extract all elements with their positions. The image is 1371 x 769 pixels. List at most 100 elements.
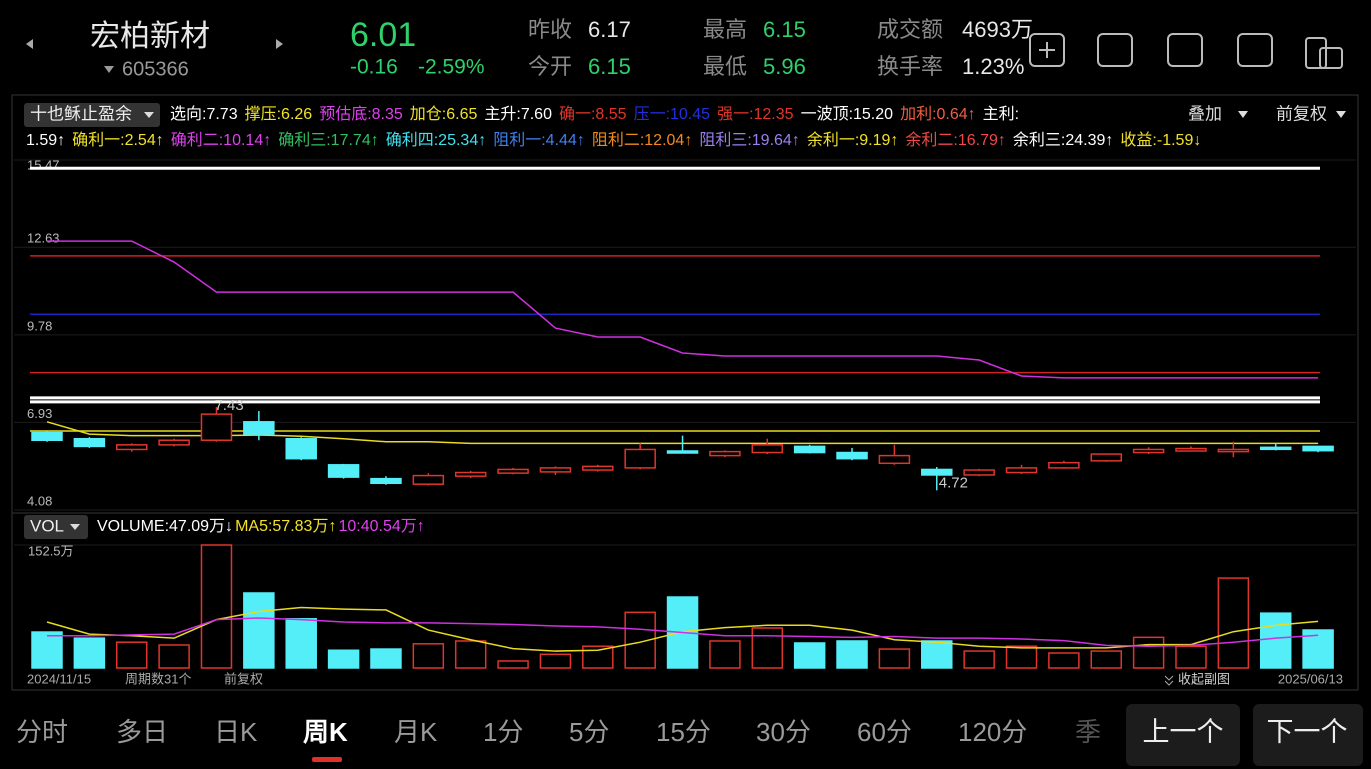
add-icon[interactable] xyxy=(1029,33,1065,67)
region-icon[interactable] xyxy=(1167,33,1203,67)
price: 6.01 xyxy=(350,16,416,54)
volume-bar xyxy=(115,641,148,669)
overlay-option: 叠加 xyxy=(1188,104,1222,123)
draw-icon[interactable] xyxy=(1097,33,1133,67)
collapse-subchart[interactable]: 收起副图 xyxy=(1178,671,1230,686)
candle-body xyxy=(836,451,868,460)
volume-bar xyxy=(836,640,868,669)
candle-body xyxy=(1005,467,1038,474)
stat-value: 1.23% xyxy=(962,54,1024,79)
volume-bar xyxy=(963,650,995,669)
y-tick-label: 9.78 xyxy=(27,318,52,333)
stat-label: 最高 xyxy=(703,17,747,42)
indicator-value: 撑压:6.26 xyxy=(245,105,313,123)
switch-icon[interactable] xyxy=(1305,37,1327,69)
candle-body xyxy=(1217,448,1250,453)
stock-name: 宏柏新材 xyxy=(90,20,210,53)
vol-caret xyxy=(70,524,80,530)
volume-bar xyxy=(497,660,529,669)
volume-bar xyxy=(878,648,911,669)
indicator-value: 余利一:9.19↑ xyxy=(807,130,899,149)
switch-icon-b xyxy=(1319,47,1343,69)
period-count: 周期数31个 xyxy=(125,671,191,686)
period-tab[interactable]: 5分 xyxy=(569,717,609,747)
indicator-value: 强一:12.35 xyxy=(717,106,794,123)
indicator-value: 选向:7.73 xyxy=(170,105,238,123)
collapse-icon xyxy=(1164,675,1174,686)
price-annotation: 7.43 xyxy=(214,397,243,414)
candle-body xyxy=(1302,445,1334,452)
candle-body xyxy=(709,450,741,457)
period-tab[interactable]: 30分 xyxy=(756,717,811,747)
candle-body xyxy=(878,454,911,465)
volume-bar xyxy=(793,642,826,669)
prev-stock-arrow[interactable] xyxy=(26,39,33,49)
stat-value: 6.15 xyxy=(588,54,631,79)
candle-body xyxy=(793,445,826,454)
stat-label: 换手率 xyxy=(877,54,943,79)
period-tab[interactable]: 季 xyxy=(1075,717,1101,747)
period-tab[interactable]: 日K xyxy=(214,717,258,747)
volume-bar xyxy=(1048,652,1080,669)
candle-body xyxy=(412,474,445,485)
chart-panel xyxy=(11,94,1359,691)
indicator-line xyxy=(47,240,1319,379)
candle-body xyxy=(624,448,656,469)
indicator-value: 加利:0.64↑ xyxy=(900,105,976,123)
stat-value: 4693万 xyxy=(962,17,1033,42)
volume-bar xyxy=(1175,645,1207,669)
indicator-value: 余利三:24.39↑ xyxy=(1013,130,1114,149)
period-tab[interactable]: 120分 xyxy=(958,717,1027,747)
vol-label: 10:40.54万↑ xyxy=(338,518,424,535)
candle-body xyxy=(158,439,190,446)
indicator-value: 主升:7.60 xyxy=(484,105,552,123)
volume-ma-line xyxy=(46,606,1319,652)
prev-button[interactable] xyxy=(1126,704,1240,766)
candle-body xyxy=(243,421,275,435)
candle-body xyxy=(539,467,572,473)
vol-dropdown[interactable] xyxy=(24,515,88,539)
next-stock-arrow[interactable] xyxy=(276,39,283,49)
volume-bar xyxy=(1132,636,1165,669)
indicator-value: 确利四:25.34↑ xyxy=(386,131,487,149)
indicator-value: 确利二:10.14↑ xyxy=(171,131,272,149)
indicator-value: 阻利二:12.04↑ xyxy=(592,131,693,149)
period-tab[interactable]: 60分 xyxy=(857,717,912,747)
volume-bar xyxy=(285,618,317,669)
footer-adjust: 前复权 xyxy=(224,671,263,686)
stat-label: 成交额 xyxy=(877,17,943,42)
period-tab[interactable]: 分时 xyxy=(16,717,68,747)
indicator-value: 1.59↑ xyxy=(26,132,65,149)
volume-bar xyxy=(582,645,614,669)
stock-code: 605366 xyxy=(122,58,189,80)
period-tab[interactable]: 月K xyxy=(394,717,438,747)
indicator-dropdown[interactable] xyxy=(24,103,160,127)
period-tab[interactable]: 15分 xyxy=(656,717,711,747)
nav-button-label[interactable]: 下一个 xyxy=(1267,717,1348,747)
candle-body xyxy=(115,444,148,451)
indicator-value: 主利: xyxy=(983,105,1019,123)
volume-bar xyxy=(454,640,487,669)
period-tab[interactable]: 多日 xyxy=(116,717,168,747)
candle-body xyxy=(666,450,699,454)
volume-bar xyxy=(412,643,445,669)
period-tab[interactable]: 1分 xyxy=(483,717,523,747)
stat-value: 6.15 xyxy=(763,17,806,42)
indicator-value: 收益:-1.59↓ xyxy=(1120,131,1201,149)
volume-bar xyxy=(370,648,402,669)
period-tab[interactable]: 周K xyxy=(303,717,348,747)
candle-body xyxy=(454,471,487,477)
y-tick-label: 4.08 xyxy=(27,493,52,508)
adjust-caret xyxy=(1336,111,1346,118)
indicator-value: 阻利三:19.64↑ xyxy=(699,131,800,149)
code-dropdown[interactable] xyxy=(104,66,114,73)
chip-icon[interactable] xyxy=(1237,33,1273,67)
nav-button-label[interactable]: 上一个 xyxy=(1143,717,1224,747)
indicator-value: 预估底:8.35 xyxy=(319,105,403,123)
candle-body xyxy=(921,468,953,476)
next-button[interactable] xyxy=(1253,704,1363,766)
stat-label: 最低 xyxy=(703,54,747,79)
stat-label: 昨收 xyxy=(528,17,572,42)
volume-bar xyxy=(1259,612,1292,669)
candle-body xyxy=(370,477,402,485)
